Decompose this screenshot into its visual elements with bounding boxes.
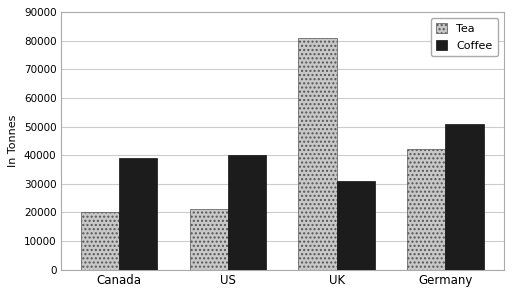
Bar (228, 155, 266, 270)
Bar (81, 212, 119, 270)
Bar (445, 124, 483, 270)
Bar (119, 158, 157, 270)
Bar (336, 181, 375, 270)
Bar (408, 150, 445, 270)
Legend: Tea, Coffee: Tea, Coffee (431, 18, 498, 56)
Y-axis label: In Tonnes: In Tonnes (8, 115, 18, 167)
Bar (298, 38, 336, 270)
Bar (189, 209, 228, 270)
